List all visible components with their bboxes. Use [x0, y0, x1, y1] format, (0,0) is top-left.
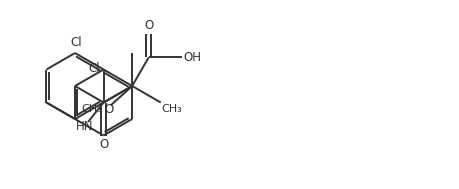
Text: HN: HN — [76, 120, 93, 133]
Text: Cl: Cl — [70, 36, 82, 49]
Text: O: O — [99, 139, 108, 152]
Text: O: O — [144, 19, 153, 32]
Text: Cl: Cl — [88, 62, 99, 75]
Text: OH: OH — [183, 51, 201, 64]
Text: CH₃: CH₃ — [162, 105, 182, 115]
Text: O: O — [104, 104, 113, 116]
Text: CH₃: CH₃ — [82, 105, 102, 115]
